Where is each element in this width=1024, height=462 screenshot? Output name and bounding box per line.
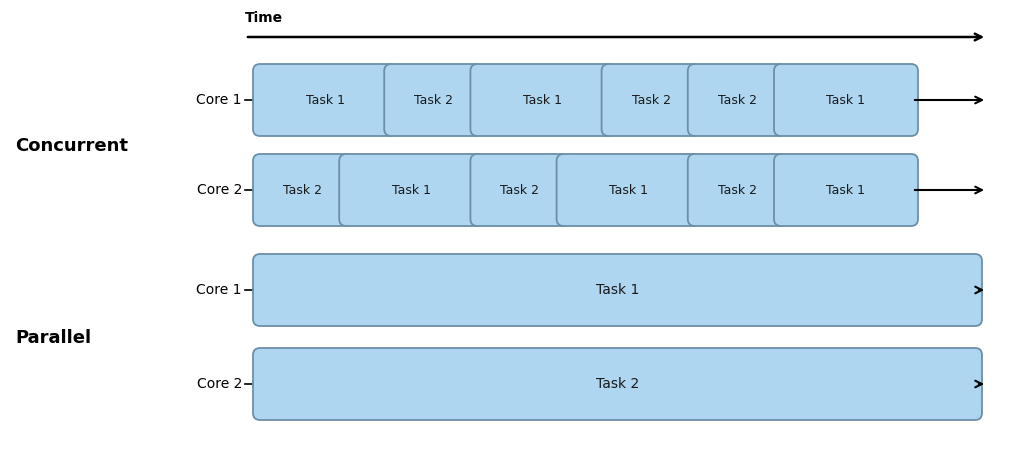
FancyBboxPatch shape bbox=[384, 64, 483, 136]
FancyBboxPatch shape bbox=[339, 154, 483, 226]
Text: Task 2: Task 2 bbox=[632, 93, 671, 107]
FancyBboxPatch shape bbox=[253, 154, 352, 226]
Text: Task 2: Task 2 bbox=[501, 183, 540, 196]
Text: Parallel: Parallel bbox=[15, 329, 91, 347]
Text: Task 1: Task 1 bbox=[609, 183, 648, 196]
FancyBboxPatch shape bbox=[774, 154, 918, 226]
FancyBboxPatch shape bbox=[253, 254, 982, 326]
Text: Task 1: Task 1 bbox=[826, 93, 865, 107]
FancyBboxPatch shape bbox=[253, 64, 397, 136]
FancyBboxPatch shape bbox=[774, 64, 918, 136]
FancyBboxPatch shape bbox=[253, 348, 982, 420]
Text: Task 2: Task 2 bbox=[414, 93, 454, 107]
Text: Task 1: Task 1 bbox=[826, 183, 865, 196]
FancyBboxPatch shape bbox=[470, 64, 614, 136]
Text: Task 2: Task 2 bbox=[718, 93, 757, 107]
FancyBboxPatch shape bbox=[688, 64, 786, 136]
FancyBboxPatch shape bbox=[557, 154, 700, 226]
Text: Core 2: Core 2 bbox=[197, 377, 242, 391]
FancyBboxPatch shape bbox=[601, 64, 700, 136]
Text: Task 2: Task 2 bbox=[596, 377, 639, 391]
Text: Core 1: Core 1 bbox=[197, 283, 242, 297]
FancyBboxPatch shape bbox=[470, 154, 569, 226]
Text: Task 1: Task 1 bbox=[392, 183, 431, 196]
FancyBboxPatch shape bbox=[688, 154, 786, 226]
Text: Task 1: Task 1 bbox=[305, 93, 344, 107]
Text: Time: Time bbox=[245, 11, 283, 25]
Text: Task 2: Task 2 bbox=[718, 183, 757, 196]
Text: Task 1: Task 1 bbox=[523, 93, 562, 107]
Text: Concurrent: Concurrent bbox=[15, 137, 128, 155]
Text: Task 2: Task 2 bbox=[283, 183, 322, 196]
Text: Core 2: Core 2 bbox=[197, 183, 242, 197]
Text: Core 1: Core 1 bbox=[197, 93, 242, 107]
Text: Task 1: Task 1 bbox=[596, 283, 639, 297]
